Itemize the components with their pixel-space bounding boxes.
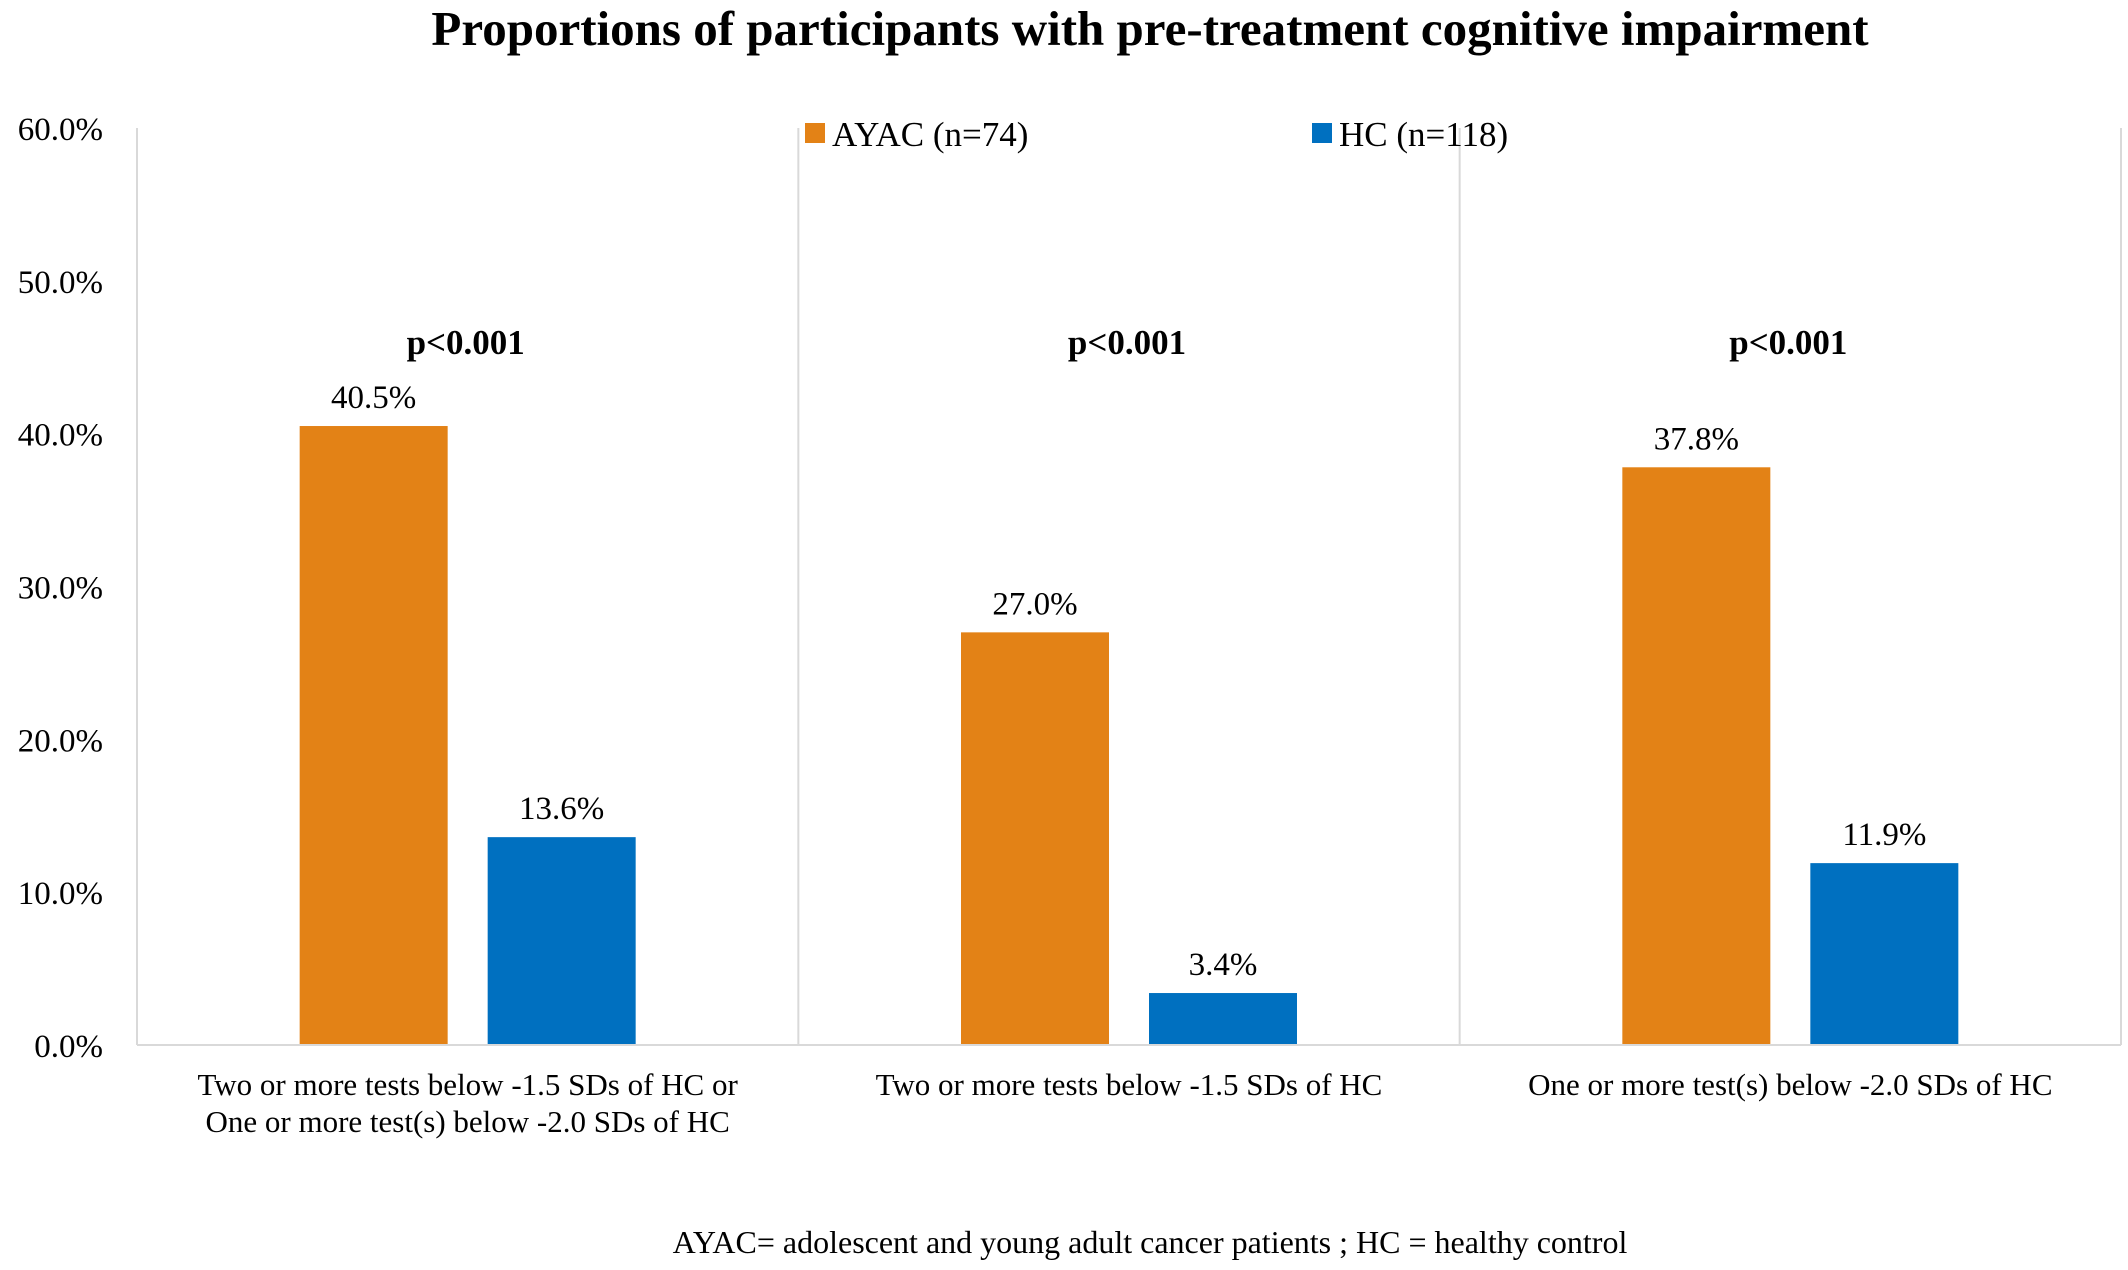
y-tick-label: 30.0% bbox=[18, 571, 103, 607]
x-category-label: Two or more tests below -1.5 SDs of HC o… bbox=[198, 1067, 739, 1139]
bar bbox=[961, 632, 1109, 1045]
bar-data-label: 27.0% bbox=[992, 586, 1077, 622]
p-value-label: p<0.001 bbox=[1068, 323, 1186, 362]
bar bbox=[1149, 993, 1297, 1045]
bar-data-label: 40.5% bbox=[331, 380, 416, 416]
legend-label: HC (n=118) bbox=[1339, 115, 1508, 154]
y-tick-label: 0.0% bbox=[34, 1029, 103, 1065]
y-tick-label: 10.0% bbox=[18, 876, 103, 912]
x-category-label: One or more test(s) below -2.0 SDs of HC bbox=[1528, 1067, 2052, 1102]
y-tick-label: 20.0% bbox=[18, 723, 103, 759]
chart-footnote: AYAC= adolescent and young adult cancer … bbox=[673, 1224, 1628, 1260]
y-tick-label: 60.0% bbox=[18, 112, 103, 148]
p-value-annotations: p<0.001 p<0.001 p<0.001 bbox=[407, 323, 1848, 362]
bar-data-label: 13.6% bbox=[519, 791, 604, 827]
p-value-label: p<0.001 bbox=[407, 323, 525, 362]
y-axis: 0.0% 10.0% 20.0% 30.0% 40.0% 50.0% 60.0% bbox=[18, 112, 138, 1065]
bar-data-label: 3.4% bbox=[1189, 947, 1258, 983]
bar-data-label: 37.8% bbox=[1654, 421, 1739, 457]
y-tick-label: 50.0% bbox=[18, 265, 103, 301]
bar-data-label: 11.9% bbox=[1842, 817, 1926, 853]
legend-swatch bbox=[805, 123, 825, 143]
bars bbox=[299, 426, 1959, 1045]
bar bbox=[487, 837, 636, 1045]
bar bbox=[299, 426, 448, 1045]
legend-swatch bbox=[1312, 123, 1332, 143]
legend: AYAC (n=74) HC (n=118) bbox=[805, 115, 1508, 154]
bar-data-labels: 40.5% 13.6% 27.0% 3.4% 37.8% 11.9% bbox=[331, 380, 1926, 983]
y-tick-label: 40.0% bbox=[18, 418, 103, 454]
bar bbox=[1810, 863, 1959, 1045]
p-value-label: p<0.001 bbox=[1729, 323, 1847, 362]
category-separators bbox=[797, 128, 2122, 1045]
bar bbox=[1622, 467, 1771, 1045]
legend-label: AYAC (n=74) bbox=[832, 115, 1028, 154]
chart-title: Proportions of participants with pre-tre… bbox=[431, 1, 1869, 56]
x-axis: Two or more tests below -1.5 SDs of HC o… bbox=[137, 1044, 2121, 1139]
x-category-label: Two or more tests below -1.5 SDs of HC bbox=[876, 1067, 1383, 1102]
